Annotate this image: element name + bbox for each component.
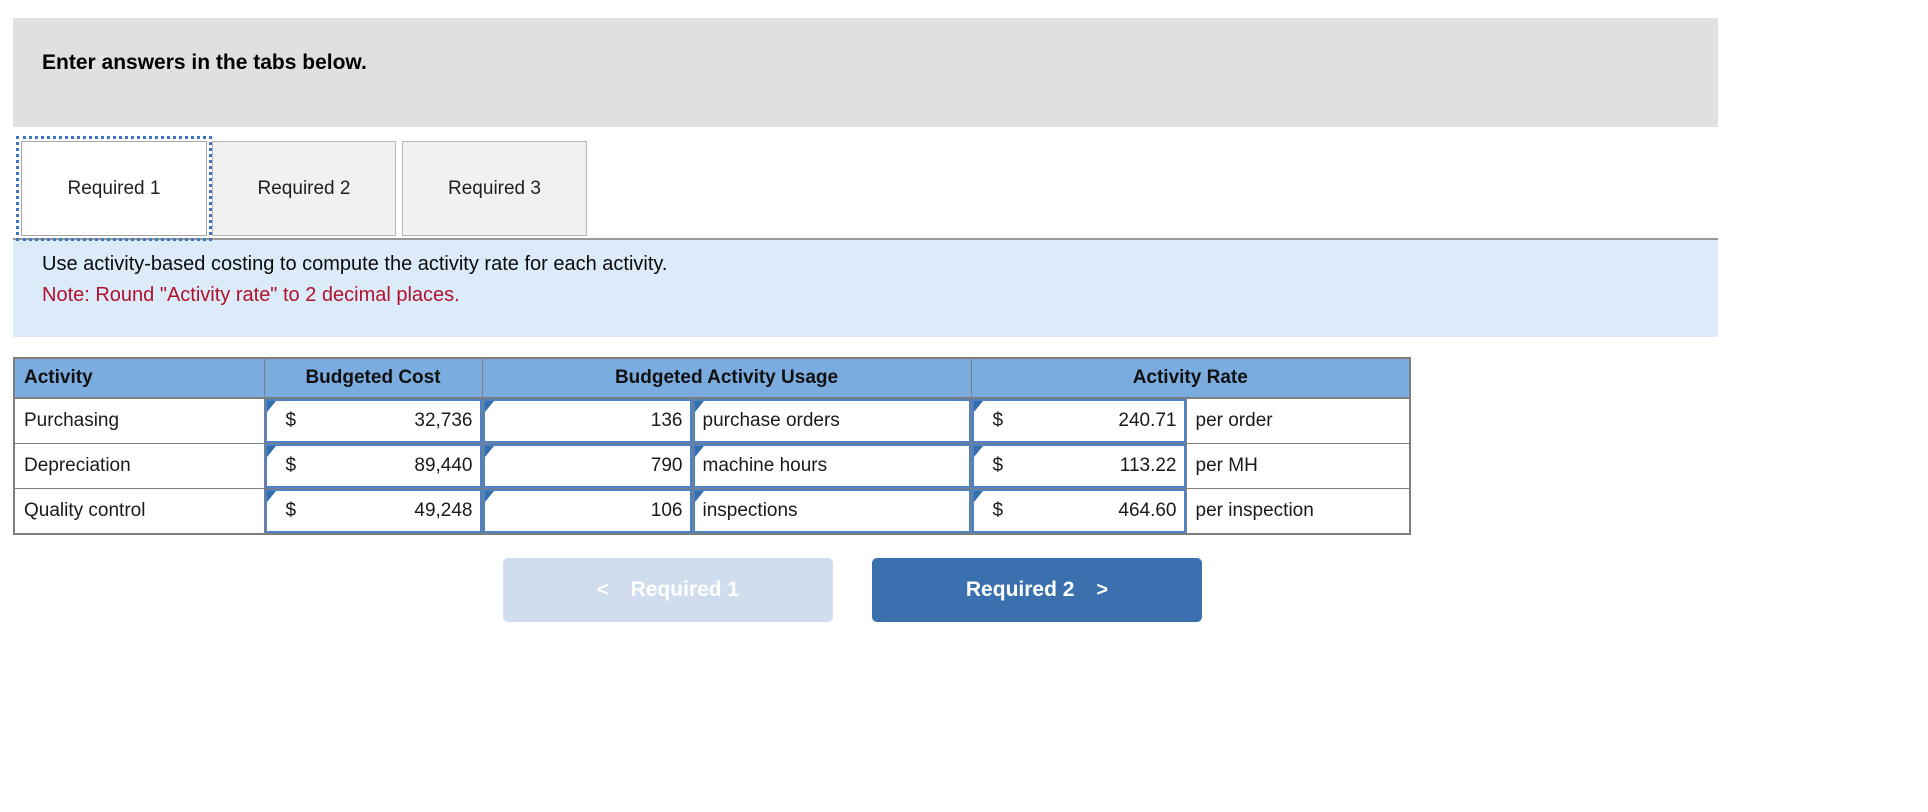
budgeted-cost-value: 32,736 bbox=[414, 410, 473, 431]
activity-label: Purchasing bbox=[13, 397, 265, 444]
usage-qty-input[interactable]: 106 bbox=[482, 489, 692, 533]
usage-unit-input[interactable]: purchase orders bbox=[692, 399, 971, 443]
activity-rate-value: 240.71 bbox=[1118, 410, 1177, 431]
rounding-note: Note: Round "Activity rate" to 2 decimal… bbox=[42, 284, 460, 306]
currency-symbol: $ bbox=[285, 410, 297, 431]
rate-unit-label: per MH bbox=[1185, 443, 1411, 489]
tab-required-3-label: Required 3 bbox=[448, 177, 541, 199]
answer-marker-icon bbox=[484, 401, 494, 412]
table-row: Quality control $49,248 106 inspections … bbox=[13, 488, 1411, 535]
activity-rate-value: 464.60 bbox=[1118, 500, 1177, 521]
answer-marker-icon bbox=[484, 446, 494, 457]
usage-qty-value: 106 bbox=[650, 500, 683, 521]
activity-rate-table: Activity Budgeted Cost Budgeted Activity… bbox=[13, 357, 1411, 535]
chevron-left-icon: < bbox=[596, 578, 609, 601]
budgeted-cost-input[interactable]: $49,248 bbox=[264, 489, 482, 533]
answer-marker-icon bbox=[266, 401, 276, 412]
usage-unit-input[interactable]: machine hours bbox=[692, 444, 971, 488]
answer-marker-icon bbox=[973, 401, 983, 412]
answer-marker-icon bbox=[694, 446, 704, 457]
col-header-budgeted-cost: Budgeted Cost bbox=[263, 357, 483, 399]
activity-rate-input[interactable]: $113.22 bbox=[971, 444, 1186, 488]
table-row: Purchasing $32,736 136 purchase orders $… bbox=[13, 397, 1411, 444]
budgeted-cost-value: 89,440 bbox=[414, 455, 473, 476]
usage-unit-value: inspections bbox=[702, 500, 798, 521]
activity-label: Quality control bbox=[13, 488, 265, 535]
usage-qty-value: 136 bbox=[650, 410, 683, 431]
instruction-banner: Enter answers in the tabs below. bbox=[13, 18, 1718, 127]
tab-required-1-label: Required 1 bbox=[67, 177, 161, 199]
budgeted-cost-input[interactable]: $89,440 bbox=[264, 444, 482, 488]
required-tabs: Required 1 Required 2 Required 3 bbox=[16, 136, 587, 241]
activity-rate-value: 113.22 bbox=[1119, 455, 1177, 476]
tab-required-2-label: Required 2 bbox=[257, 177, 351, 199]
answer-marker-icon bbox=[266, 491, 276, 502]
tab-required-2[interactable]: Required 2 bbox=[212, 141, 396, 236]
col-header-activity: Activity bbox=[13, 357, 265, 399]
answer-marker-icon bbox=[973, 491, 983, 502]
answer-marker-icon bbox=[973, 446, 983, 457]
currency-symbol: $ bbox=[992, 500, 1004, 521]
prev-required-button[interactable]: < Required 1 bbox=[503, 558, 833, 622]
activity-rate-input[interactable]: $464.60 bbox=[971, 489, 1186, 533]
col-header-budgeted-activity-usage: Budgeted Activity Usage bbox=[481, 357, 972, 399]
usage-unit-input[interactable]: inspections bbox=[692, 489, 971, 533]
answer-marker-icon bbox=[694, 401, 704, 412]
prompt-text: Use activity-based costing to compute th… bbox=[42, 253, 668, 275]
usage-unit-value: machine hours bbox=[702, 455, 828, 476]
rate-unit-label: per order bbox=[1185, 397, 1411, 444]
tab-required-3[interactable]: Required 3 bbox=[402, 141, 587, 236]
prev-required-label: Required 1 bbox=[630, 578, 740, 601]
next-required-label: Required 2 bbox=[965, 578, 1075, 601]
answer-marker-icon bbox=[484, 491, 494, 502]
table-header-row: Activity Budgeted Cost Budgeted Activity… bbox=[13, 357, 1411, 399]
currency-symbol: $ bbox=[992, 410, 1004, 431]
tab-required-1[interactable]: Required 1 bbox=[16, 136, 212, 241]
usage-qty-input[interactable]: 790 bbox=[482, 444, 692, 488]
currency-symbol: $ bbox=[992, 455, 1004, 476]
currency-symbol: $ bbox=[285, 455, 297, 476]
budgeted-cost-value: 49,248 bbox=[414, 500, 473, 521]
chevron-right-icon: > bbox=[1096, 578, 1109, 601]
usage-qty-value: 790 bbox=[650, 455, 683, 476]
answer-marker-icon bbox=[266, 446, 276, 457]
table-row: Depreciation $89,440 790 machine hours $… bbox=[13, 443, 1411, 489]
answer-marker-icon bbox=[694, 491, 704, 502]
budgeted-cost-input[interactable]: $32,736 bbox=[264, 399, 482, 443]
instruction-banner-text: Enter answers in the tabs below. bbox=[42, 51, 367, 74]
next-required-button[interactable]: Required 2 > bbox=[872, 558, 1202, 622]
prompt-panel: Use activity-based costing to compute th… bbox=[13, 238, 1718, 337]
currency-symbol: $ bbox=[285, 500, 297, 521]
activity-label: Depreciation bbox=[13, 443, 265, 489]
usage-qty-input[interactable]: 136 bbox=[482, 399, 692, 443]
usage-unit-value: purchase orders bbox=[702, 410, 840, 431]
col-header-activity-rate: Activity Rate bbox=[970, 357, 1411, 399]
rate-unit-label: per inspection bbox=[1185, 488, 1411, 535]
activity-rate-input[interactable]: $240.71 bbox=[971, 399, 1186, 443]
